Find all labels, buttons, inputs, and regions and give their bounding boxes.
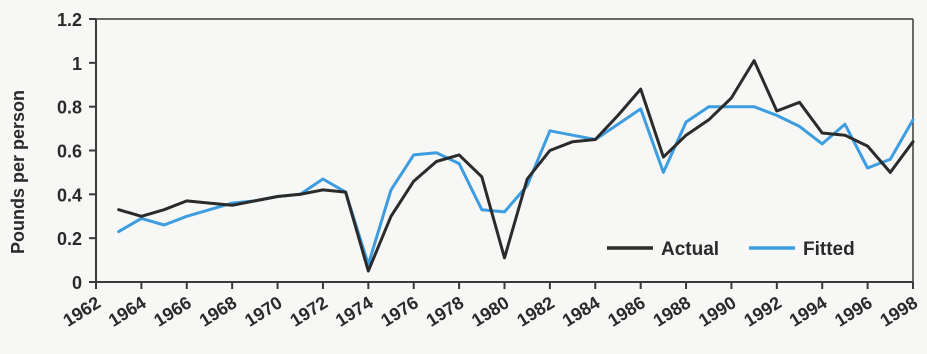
y-tick-label: 0.4 xyxy=(57,185,82,205)
y-tick-label: 1.2 xyxy=(57,10,82,30)
y-tick-label: 0.8 xyxy=(57,98,82,118)
legend-label-actual: Actual xyxy=(661,239,719,260)
y-tick-label: 0.6 xyxy=(57,142,82,162)
legend-label-fitted: Fitted xyxy=(803,239,855,260)
series-line-actual xyxy=(117,59,915,273)
y-tick-label: 1 xyxy=(72,54,82,74)
series-lines xyxy=(117,59,915,273)
y-tick-label: 0 xyxy=(72,273,82,293)
y-axis-title: Pounds per person xyxy=(8,90,28,254)
y-tick-label: 0.2 xyxy=(57,229,82,249)
legend: Actual Fitted xyxy=(607,239,855,260)
y-axis-ticks: 0 0.2 0.4 0.6 0.8 1 1.2 xyxy=(57,10,96,293)
